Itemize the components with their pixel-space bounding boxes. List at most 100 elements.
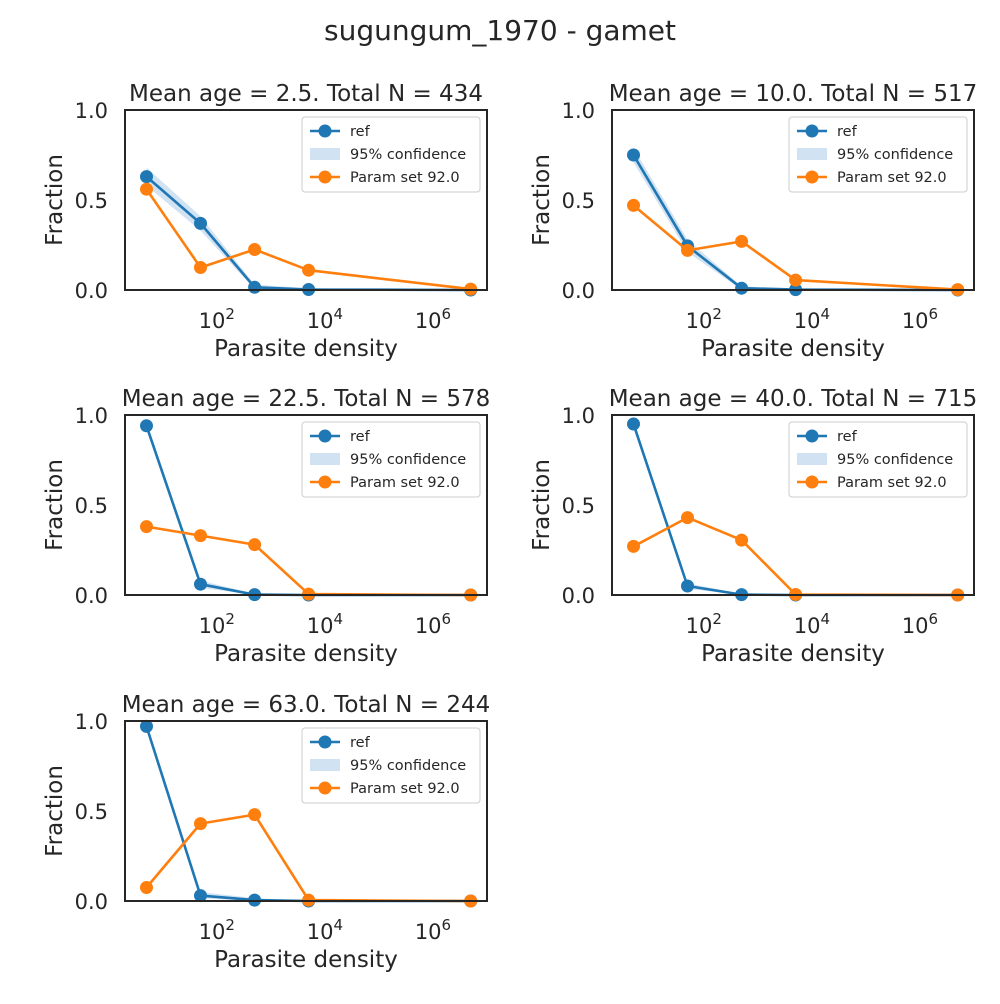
data-point-ref	[194, 577, 207, 591]
legend-frame	[301, 421, 481, 498]
data-point-param	[681, 243, 694, 257]
legend: ref 95% confidence Param set 92.0	[301, 727, 481, 804]
legend-label-param: Param set 92.0	[837, 170, 947, 186]
y-tick-label: 1.0	[75, 404, 108, 428]
data-point-param	[302, 263, 316, 277]
y-tick-label: 0.5	[75, 189, 108, 213]
legend-label-ref: ref	[350, 735, 371, 751]
legend-param-marker	[318, 170, 332, 184]
legend-label-ci: 95% confidence	[350, 758, 466, 774]
legend-ci-swatch	[310, 453, 340, 465]
y-tick-label: 1.0	[562, 404, 595, 428]
data-point-param	[735, 533, 749, 547]
data-point-param	[140, 520, 153, 534]
subplot-title: Mean age = 10.0. Total N = 517	[609, 81, 978, 107]
y-tick-label: 0.5	[562, 494, 595, 518]
legend-param-marker	[318, 781, 332, 795]
y-axis-label: Fraction	[42, 154, 68, 246]
legend-label-ref: ref	[837, 124, 858, 140]
x-tick-label: 102	[686, 305, 722, 333]
legend-label-ref: ref	[837, 429, 858, 445]
x-tick-label: 104	[794, 305, 830, 333]
y-axis-label: Fraction	[42, 459, 68, 551]
legend-ci-swatch	[310, 148, 340, 160]
legend-label-ref: ref	[350, 429, 371, 445]
legend-ref-marker	[318, 124, 332, 138]
series-line-param	[145, 813, 471, 903]
data-point-ref	[140, 419, 153, 433]
legend-ref-marker	[805, 124, 819, 138]
y-tick-label: 1.0	[75, 99, 108, 123]
x-tick-label: 106	[415, 916, 451, 944]
data-point-ref	[627, 148, 640, 162]
y-tick-label: 0.5	[75, 800, 108, 824]
x-tick-label: 102	[199, 916, 235, 944]
axes-frame	[124, 414, 488, 596]
legend: ref 95% confidence Param set 92.0	[301, 116, 481, 193]
data-point-ref	[627, 417, 640, 431]
subplot-5: Mean age = 63.0. Total N = 244 0.0 0.5 1.0 1…	[42, 692, 490, 973]
y-tick-label: 0.5	[75, 494, 108, 518]
y-tick-label: 0.0	[75, 890, 108, 914]
data-point-param	[140, 881, 153, 894]
legend-label-ref: ref	[350, 124, 371, 140]
x-axis-label: Parasite density	[214, 641, 398, 667]
y-tick-label: 0.5	[562, 189, 595, 213]
legend-param-marker	[805, 475, 819, 489]
y-tick-label: 0.0	[562, 584, 595, 608]
data-point-ref	[194, 216, 207, 230]
y-tick-label: 1.0	[562, 99, 595, 123]
legend-label-param: Param set 92.0	[350, 475, 460, 491]
x-tick-label: 106	[415, 305, 451, 333]
legend-label-param: Param set 92.0	[350, 170, 460, 186]
subplot-title: Mean age = 40.0. Total N = 715	[609, 386, 978, 412]
subplot-3: Mean age = 22.5. Total N = 578 0.0 0.5 1.0 1…	[42, 386, 490, 667]
data-point-ref	[248, 280, 262, 294]
legend-param-marker	[318, 475, 332, 489]
legend-frame	[788, 116, 968, 193]
subplot-1: Mean age = 2.5. Total N = 434 0.0 0.5 1.0 10…	[42, 81, 488, 362]
subplot-title: Mean age = 63.0. Total N = 244	[122, 692, 491, 718]
data-point-ref	[140, 170, 153, 184]
axes-frame	[124, 109, 488, 291]
y-axis-label: Fraction	[529, 459, 555, 551]
data-point-param	[194, 529, 207, 543]
data-point-param	[627, 539, 640, 553]
legend-ci-swatch	[310, 759, 340, 771]
x-axis-label: Parasite density	[701, 336, 885, 362]
data-point-ref	[735, 281, 749, 295]
data-point-ref	[140, 719, 153, 733]
legend-label-ci: 95% confidence	[837, 452, 953, 468]
legend-frame	[301, 116, 481, 193]
data-point-param	[248, 808, 262, 822]
subplot-title: Mean age = 2.5. Total N = 434	[129, 81, 483, 107]
subplot-4: Mean age = 40.0. Total N = 715 0.0 0.5 1.0 1…	[529, 386, 977, 667]
data-point-param	[735, 234, 749, 248]
x-tick-label: 102	[199, 305, 235, 333]
legend-param-marker	[805, 170, 819, 184]
data-point-ref	[681, 579, 694, 593]
legend: ref 95% confidence Param set 92.0	[788, 116, 968, 193]
x-tick-label: 106	[415, 610, 451, 638]
figure-title: sugungum_1970 - gamet	[324, 14, 676, 47]
axes-frame	[611, 109, 975, 291]
legend-label-ci: 95% confidence	[350, 147, 466, 163]
legend-ci-swatch	[797, 453, 827, 465]
subplot-title: Mean age = 22.5. Total N = 578	[122, 386, 491, 412]
y-tick-label: 0.0	[75, 279, 108, 303]
x-tick-label: 104	[307, 305, 343, 333]
x-tick-label: 102	[686, 610, 722, 638]
legend-ci-swatch	[797, 148, 827, 160]
y-tick-label: 1.0	[75, 710, 108, 734]
legend-label-param: Param set 92.0	[837, 475, 947, 491]
data-point-param	[194, 261, 207, 274]
y-axis-label: Fraction	[42, 765, 68, 857]
x-tick-label: 104	[307, 610, 343, 638]
data-point-param	[194, 817, 207, 831]
x-axis-label: Parasite density	[701, 641, 885, 667]
legend: ref 95% confidence Param set 92.0	[788, 421, 968, 498]
data-point-param	[248, 538, 262, 552]
axes-frame	[124, 720, 488, 902]
subplot-2: Mean age = 10.0. Total N = 517 0.0 0.5 1.0 1…	[529, 81, 977, 362]
